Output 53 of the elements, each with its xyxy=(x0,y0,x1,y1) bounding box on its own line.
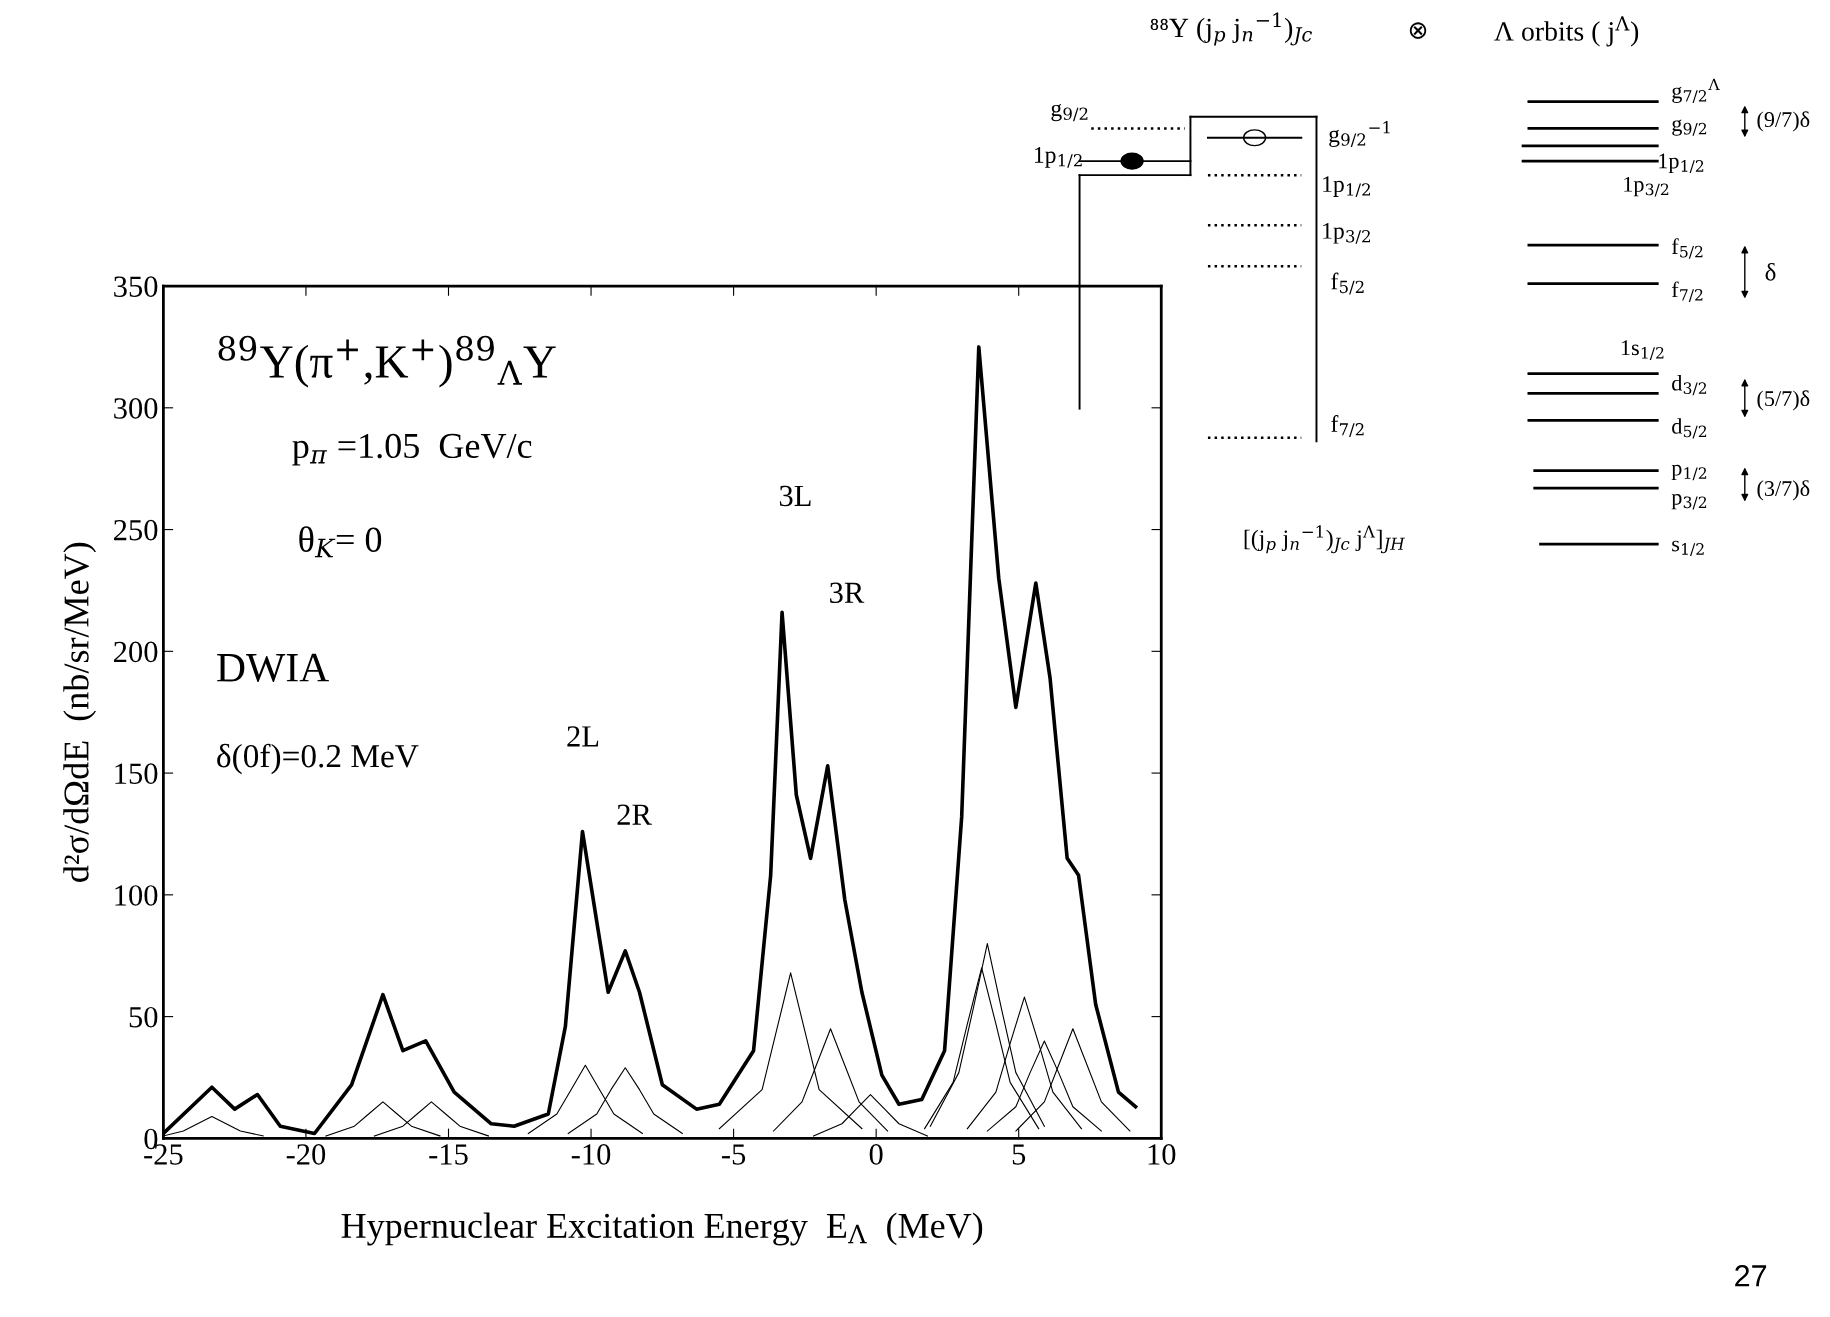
text: f$_{5/2}$ xyxy=(1331,272,1364,295)
text: p$_{1/2}$ xyxy=(1671,464,1707,481)
annotation: θ$_{K}$= 0 xyxy=(299,526,382,558)
text: 1p$_{3/2}$ xyxy=(1323,222,1370,244)
text: (5/7)δ xyxy=(1757,390,1810,411)
annotation: p$_{π}$ =1.05 GeV/c xyxy=(292,433,532,466)
y-tick-label: 100 xyxy=(115,885,158,906)
text: Λ orbits ( j$^{Λ}$) xyxy=(1494,16,1639,47)
y-tick-label: 50 xyxy=(129,1006,158,1028)
annotation: δ(0f)=0.2 MeV xyxy=(217,743,419,775)
annotation: 3L xyxy=(779,485,811,507)
annotation: 2R xyxy=(617,804,652,825)
y-tick-label: 200 xyxy=(114,641,158,663)
x-axis-title: Hypernuclear Excitation Energy E$_{Λ}$ (MeV) xyxy=(341,1212,983,1246)
text: 1p$_{1/2}$ xyxy=(1034,147,1082,168)
text: f$_{7/2}$ xyxy=(1331,415,1364,437)
text: ⊗ xyxy=(1409,22,1427,39)
y-tick-label: 150 xyxy=(115,763,158,784)
x-tick-label: -5 xyxy=(722,1144,746,1165)
x-tick-label: 0 xyxy=(869,1144,883,1165)
text: δ xyxy=(1765,262,1776,281)
text: 1p$_{1/2}$ xyxy=(1659,153,1704,174)
text: [(j$_{p}$ j$_{n}$$^{−1}$)$_{Jc}$ j$^{Λ}$]$_{JH}$ xyxy=(1244,525,1405,554)
text: f$_{5/2}$ xyxy=(1671,238,1703,259)
text: g$_{7/2}$$^{Λ}$ xyxy=(1672,78,1720,104)
y-tick-label: 250 xyxy=(114,519,158,541)
x-tick-label: -20 xyxy=(286,1144,326,1165)
annotation: DWIA xyxy=(217,653,329,682)
x-tick-label: -10 xyxy=(571,1144,611,1165)
text: s$_{1/2}$ xyxy=(1672,540,1704,557)
text: (9/7)δ xyxy=(1757,111,1810,132)
y-tick-label: 300 xyxy=(114,398,158,419)
text: (3/7)δ xyxy=(1757,480,1810,501)
text: p$_{3/2}$ xyxy=(1671,494,1707,510)
text: 1p$_{1/2}$ xyxy=(1323,176,1370,198)
y-axis-title: d²σ/dΩdE (nb/sr/MeV) xyxy=(63,542,97,882)
text: 1s$_{1/2}$ xyxy=(1621,340,1664,360)
text: d$_{5/2}$ xyxy=(1672,418,1707,439)
text: 27 xyxy=(1735,1265,1767,1287)
text: g$_{9/2}$$^{−1}$ xyxy=(1329,121,1390,148)
text: f$_{7/2}$ xyxy=(1671,281,1703,302)
x-tick-label: -15 xyxy=(429,1144,468,1165)
annotation: 3R xyxy=(830,582,865,604)
text: ⁸⁸Y (j$_{p}$ j$_{n}$$^{−1}$)$_{Jc}$ xyxy=(1150,12,1312,46)
text: g$_{9/2}$ xyxy=(1672,119,1707,136)
text: g$_{9/2}$ xyxy=(1051,103,1088,122)
x-tick-label: 5 xyxy=(1012,1144,1026,1165)
x-tick-label: 10 xyxy=(1148,1144,1176,1165)
text: $^{89}$Y(π$^{+}$,K$^{+}$)$^{89}$$_{Λ}$Y xyxy=(218,335,556,388)
annotation: 2L xyxy=(567,726,599,747)
y-tick-label: 350 xyxy=(114,276,158,297)
text: 1p$_{3/2}$ xyxy=(1624,176,1669,197)
text: d$_{3/2}$ xyxy=(1672,374,1707,396)
